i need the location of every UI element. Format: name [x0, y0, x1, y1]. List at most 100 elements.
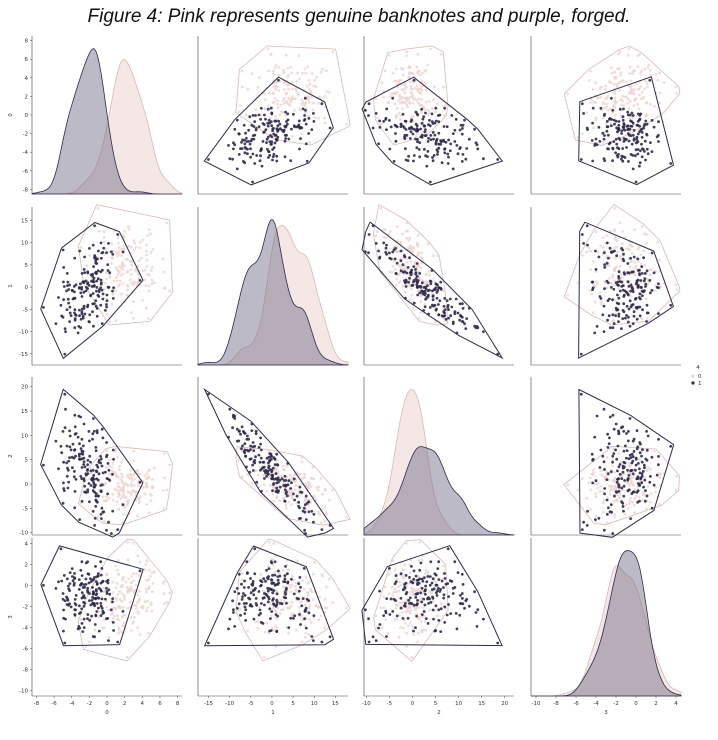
point-class-1 — [399, 269, 403, 273]
point-class-1 — [81, 586, 85, 589]
point-class-1 — [422, 597, 426, 601]
point-class-1 — [439, 588, 443, 591]
point-class-0 — [122, 576, 126, 579]
point-class-1 — [411, 581, 415, 585]
point-class-0 — [638, 52, 642, 56]
point-class-0 — [130, 581, 134, 585]
point-class-0 — [281, 464, 285, 468]
point-class-1 — [72, 475, 76, 479]
point-class-1 — [91, 509, 95, 513]
point-class-1 — [104, 597, 107, 601]
point-class-1 — [245, 136, 248, 140]
point-class-1 — [461, 307, 465, 310]
point-class-1 — [303, 114, 306, 117]
point-class-1 — [111, 621, 115, 624]
point-class-1 — [63, 599, 67, 603]
point-class-0 — [416, 632, 420, 635]
point-class-0 — [145, 258, 149, 262]
point-class-1 — [66, 486, 70, 490]
point-class-1 — [617, 276, 621, 280]
point-class-1 — [304, 608, 307, 612]
point-class-0 — [127, 225, 130, 229]
point-class-0 — [129, 278, 132, 282]
point-class-1 — [67, 301, 70, 305]
point-class-1 — [416, 275, 419, 278]
point-class-1 — [594, 268, 598, 271]
point-class-0 — [628, 464, 632, 468]
point-class-1 — [641, 147, 644, 151]
point-class-1 — [638, 161, 642, 165]
point-class-1 — [430, 581, 434, 585]
point-class-0 — [640, 69, 643, 73]
point-class-1 — [436, 567, 440, 570]
point-class-1 — [629, 305, 633, 309]
point-class-1 — [65, 474, 69, 478]
point-class-1 — [65, 444, 69, 448]
point-class-1 — [73, 290, 76, 294]
point-class-0 — [136, 610, 140, 613]
point-class-1 — [82, 479, 86, 483]
point-class-0 — [409, 84, 413, 88]
point-class-1 — [277, 569, 280, 573]
point-class-1 — [73, 572, 76, 575]
point-class-1 — [231, 599, 235, 603]
point-class-0 — [658, 101, 662, 105]
point-class-1 — [640, 155, 644, 159]
point-class-0 — [631, 252, 634, 255]
point-class-0 — [409, 260, 413, 263]
point-class-0 — [394, 284, 398, 287]
point-class-1 — [611, 326, 615, 330]
point-class-1 — [404, 296, 407, 300]
point-class-1 — [591, 481, 595, 485]
point-class-0 — [108, 320, 112, 324]
point-class-1 — [269, 560, 273, 564]
point-class-0 — [132, 579, 136, 582]
point-class-0 — [328, 498, 331, 502]
point-class-1 — [80, 574, 84, 577]
point-class-1 — [284, 484, 288, 488]
point-class-0 — [141, 298, 145, 302]
point-class-1 — [81, 630, 85, 633]
point-class-0 — [404, 621, 407, 625]
point-class-1 — [630, 452, 634, 456]
point-class-1 — [580, 233, 584, 236]
point-class-0 — [618, 88, 622, 92]
point-class-1 — [643, 150, 646, 153]
point-class-0 — [444, 607, 448, 611]
point-class-0 — [104, 247, 108, 251]
point-class-1 — [608, 246, 612, 250]
point-class-0 — [138, 495, 142, 498]
point-class-0 — [613, 515, 616, 519]
point-class-0 — [168, 591, 172, 595]
point-class-0 — [295, 628, 298, 632]
point-class-0 — [104, 281, 107, 285]
point-class-1 — [258, 608, 262, 612]
point-class-1 — [283, 591, 287, 594]
point-class-1 — [102, 611, 106, 615]
point-class-1 — [377, 142, 380, 146]
point-class-1 — [640, 481, 644, 485]
point-class-0 — [110, 302, 114, 306]
point-class-0 — [133, 616, 137, 619]
x-tick-label: 15 — [332, 701, 339, 707]
point-class-0 — [436, 254, 439, 257]
point-class-0 — [420, 615, 424, 619]
point-class-0 — [592, 283, 595, 286]
point-class-0 — [318, 512, 321, 516]
point-class-1 — [444, 582, 448, 586]
point-class-1 — [320, 102, 324, 106]
point-class-0 — [416, 244, 420, 248]
point-class-0 — [306, 95, 310, 99]
point-class-0 — [115, 500, 119, 504]
point-class-0 — [674, 488, 678, 492]
point-class-1 — [611, 147, 615, 151]
point-class-0 — [278, 572, 282, 576]
point-class-1 — [603, 468, 606, 471]
point-class-1 — [650, 455, 654, 459]
point-class-0 — [272, 542, 276, 545]
point-class-1 — [638, 124, 641, 128]
point-class-1 — [657, 140, 660, 143]
point-class-1 — [54, 587, 58, 590]
point-class-1 — [310, 509, 314, 513]
point-class-0 — [413, 86, 417, 90]
